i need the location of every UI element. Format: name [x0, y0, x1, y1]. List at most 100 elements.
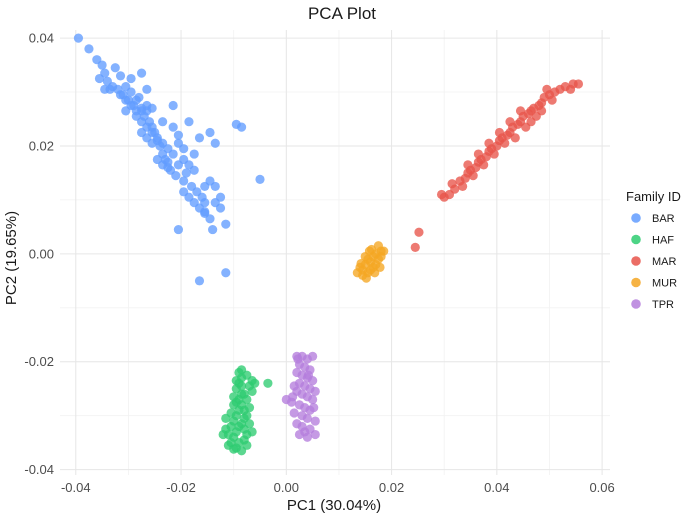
legend-key-mur — [631, 277, 641, 288]
data-point — [126, 87, 136, 97]
x-tick-label: 0.04 — [484, 480, 509, 495]
data-point — [168, 122, 178, 132]
data-point — [289, 408, 299, 418]
data-point — [218, 429, 228, 440]
data-point — [136, 127, 147, 138]
data-point — [515, 106, 526, 116]
data-point — [231, 376, 241, 386]
data-point — [84, 44, 94, 54]
data-point — [500, 138, 510, 148]
data-point — [158, 117, 168, 127]
data-point — [215, 192, 226, 202]
series-bar — [73, 33, 265, 286]
data-point — [194, 276, 205, 286]
data-point — [173, 224, 184, 235]
y-tick-label: 0.00 — [29, 246, 54, 261]
y-axis-ticks: -0.04 -0.02 0.00 0.02 0.04 — [24, 31, 54, 478]
data-point — [473, 149, 484, 159]
data-point — [221, 413, 231, 423]
legend-key-haf — [631, 234, 641, 245]
legend-label-haf: HAF — [652, 235, 674, 247]
data-point — [310, 429, 320, 440]
y-tick-label: 0.02 — [29, 138, 54, 153]
data-point — [168, 100, 178, 111]
data-point — [236, 365, 247, 375]
data-point — [373, 241, 384, 251]
data-point — [210, 138, 220, 148]
data-point — [142, 84, 152, 94]
data-point — [247, 427, 257, 437]
grid-minor — [60, 30, 610, 475]
data-point — [375, 262, 385, 272]
x-tick-label: -0.02 — [166, 480, 196, 495]
legend-label-mar: MAR — [652, 256, 677, 268]
data-point — [414, 227, 424, 237]
data-point — [205, 214, 215, 224]
data-point — [173, 130, 184, 140]
data-point — [303, 370, 314, 380]
chart-title: PCA Plot — [308, 4, 376, 23]
data-point — [565, 84, 576, 94]
data-point — [463, 160, 473, 170]
x-axis-ticks: -0.04 -0.02 0.00 0.02 0.04 0.06 — [61, 480, 615, 495]
data-point — [366, 244, 377, 255]
x-tick-label: 0.06 — [589, 480, 614, 495]
data-point — [505, 117, 515, 127]
data-point — [244, 402, 255, 413]
data-point — [179, 144, 189, 154]
data-point — [410, 242, 420, 252]
data-point — [208, 224, 218, 235]
data-point — [115, 71, 126, 81]
data-point — [310, 416, 320, 426]
data-point — [288, 392, 298, 402]
y-tick-label: -0.04 — [24, 462, 54, 477]
data-point — [234, 438, 244, 448]
data-point — [171, 171, 181, 181]
data-points — [73, 33, 584, 456]
data-point — [205, 176, 215, 186]
data-point — [94, 73, 105, 84]
series-tpr — [281, 351, 320, 442]
legend-title: Family ID — [626, 189, 681, 204]
data-point — [136, 68, 147, 78]
data-point — [163, 162, 173, 173]
legend-label-mur: MUR — [652, 278, 677, 290]
data-point — [458, 181, 468, 192]
data-point — [494, 127, 505, 138]
data-point — [309, 402, 319, 413]
data-point — [376, 251, 386, 262]
x-axis-label: PC1 (30.04%) — [287, 497, 381, 514]
data-point — [189, 165, 199, 175]
data-point — [302, 432, 312, 442]
x-tick-label: -0.04 — [61, 480, 91, 495]
data-point — [247, 386, 257, 396]
y-tick-label: -0.02 — [24, 354, 54, 369]
data-point — [110, 63, 120, 73]
data-point — [302, 413, 312, 423]
y-axis-label: PC2 (19.65%) — [3, 211, 20, 305]
y-tick-label: 0.04 — [29, 31, 54, 46]
data-point — [121, 106, 131, 116]
data-point — [526, 117, 536, 127]
data-point — [115, 90, 126, 100]
data-point — [142, 100, 152, 111]
data-point — [489, 149, 499, 159]
series-mur — [352, 241, 389, 283]
legend-label-bar: BAR — [652, 213, 675, 225]
series-haf — [218, 365, 273, 456]
data-point — [361, 273, 371, 283]
data-point — [536, 106, 547, 116]
legend: Family ID BAR HAF MAR MUR TPR — [626, 189, 681, 311]
data-point — [179, 176, 189, 186]
data-point — [484, 138, 494, 148]
data-point — [221, 219, 231, 229]
data-point — [294, 429, 305, 440]
legend-label-tpr: TPR — [652, 299, 674, 311]
data-point — [229, 444, 239, 454]
data-point — [200, 207, 210, 217]
data-point — [542, 84, 552, 94]
data-point — [310, 386, 320, 396]
data-point — [479, 160, 489, 170]
data-point — [308, 394, 318, 405]
data-point — [205, 127, 215, 138]
